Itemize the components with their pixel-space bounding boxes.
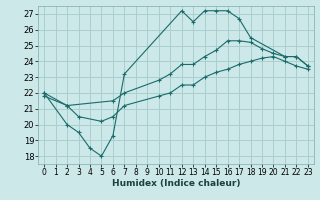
X-axis label: Humidex (Indice chaleur): Humidex (Indice chaleur) <box>112 179 240 188</box>
